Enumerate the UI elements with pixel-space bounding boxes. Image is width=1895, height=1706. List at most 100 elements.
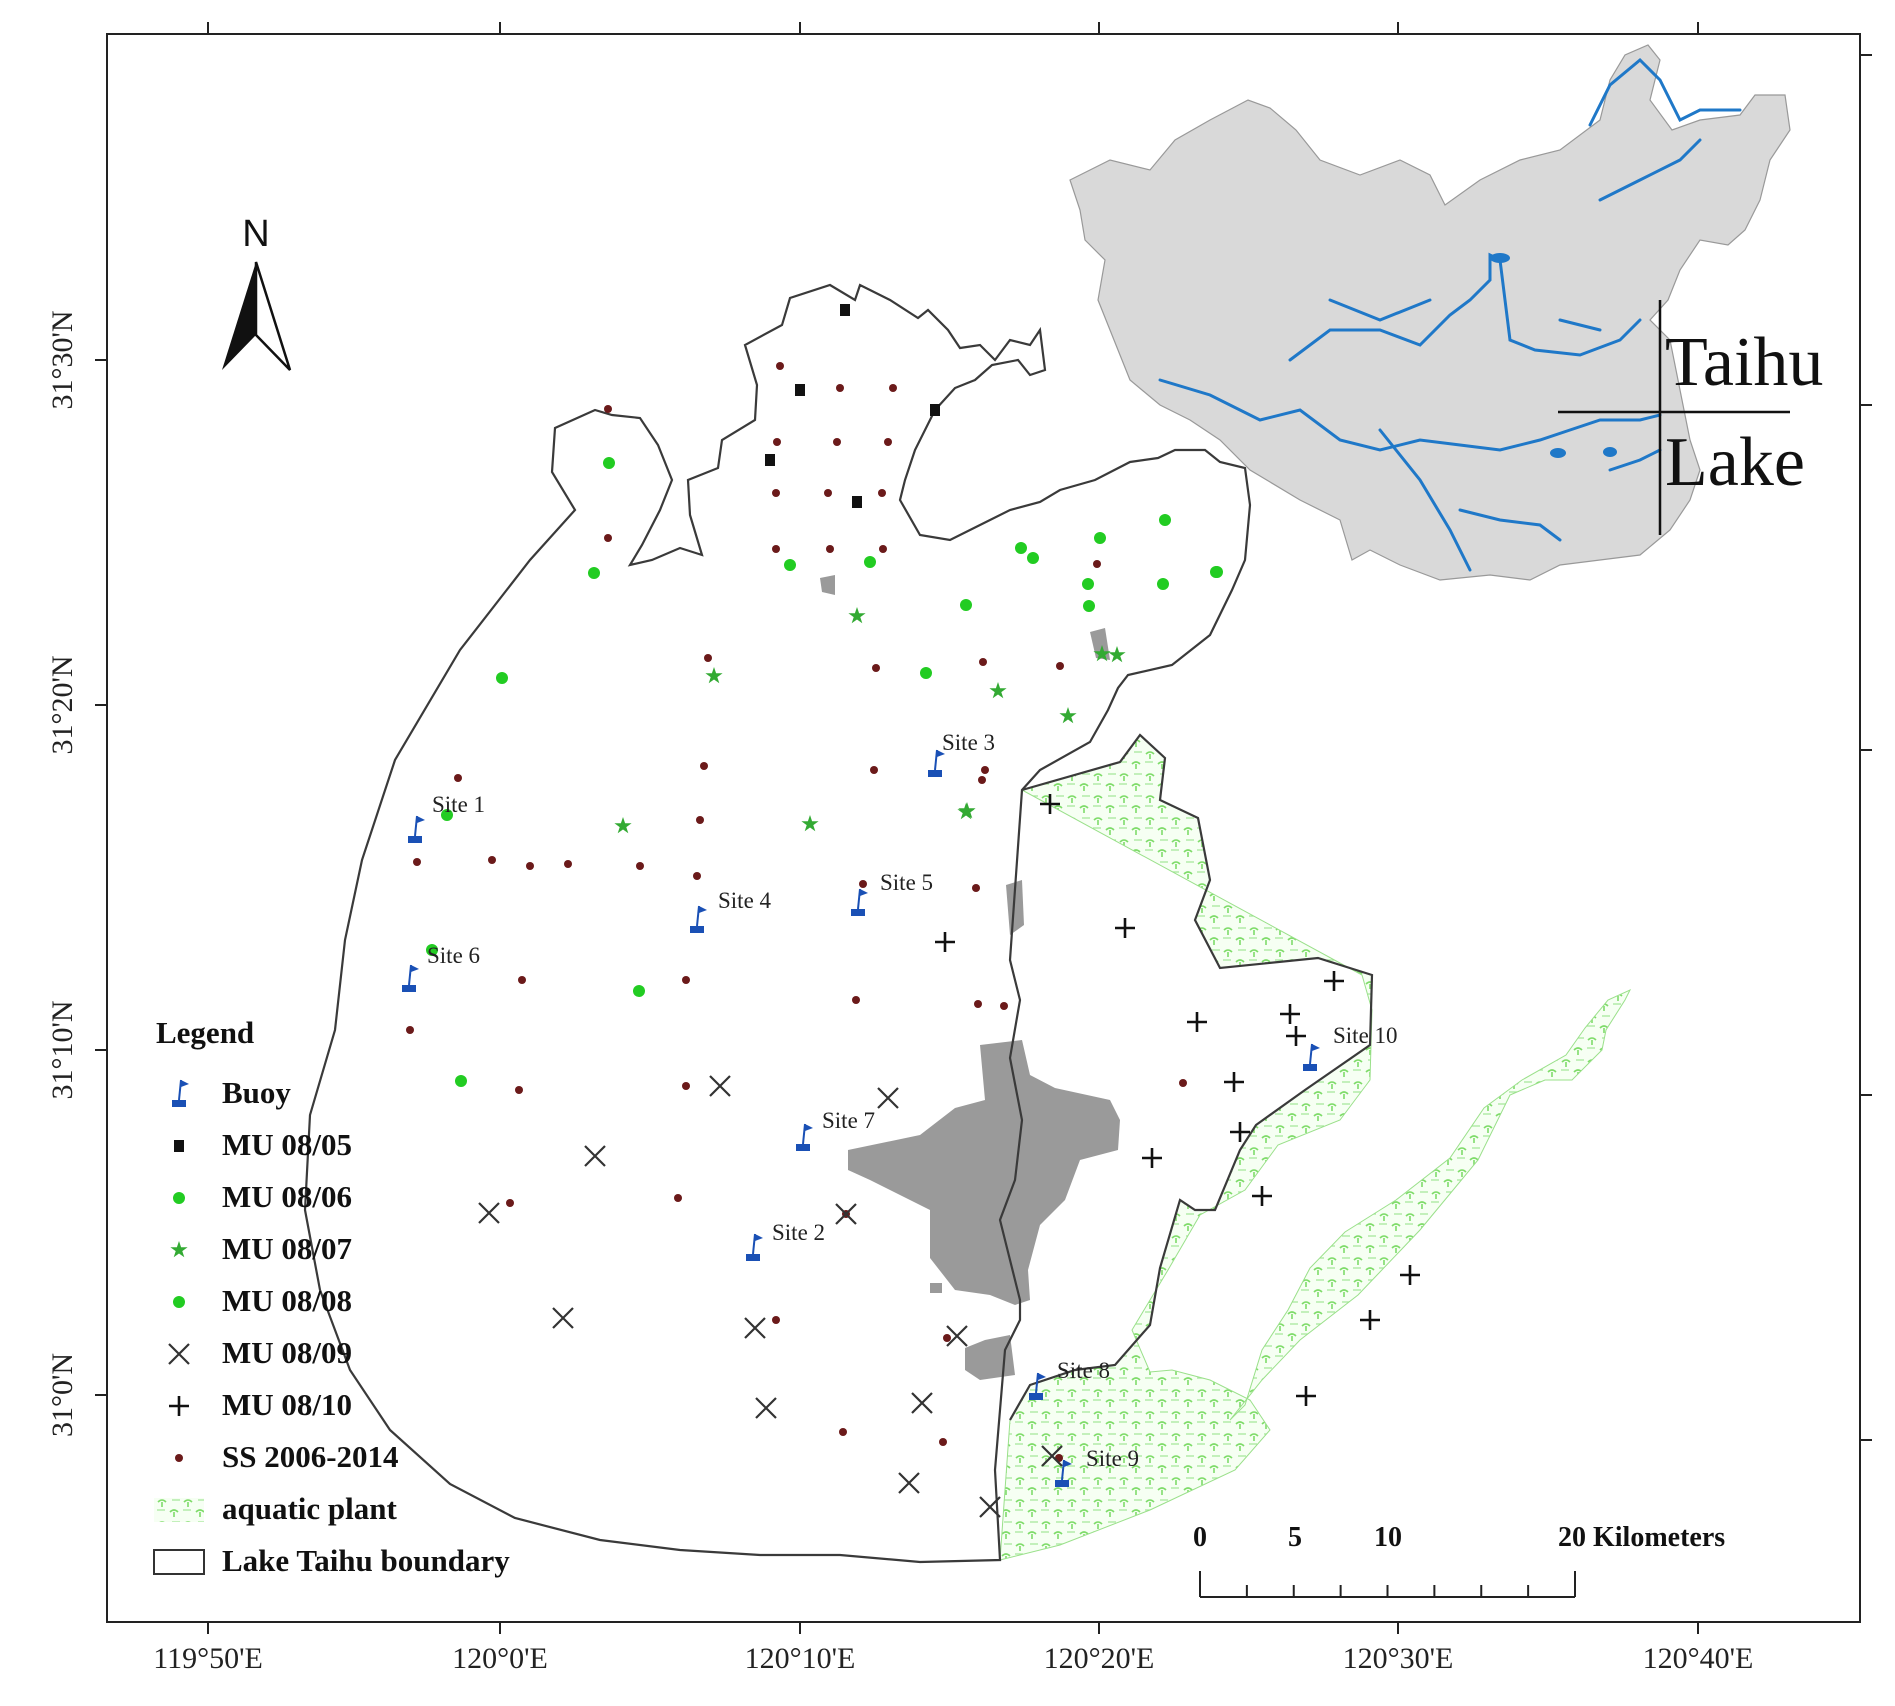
- mu-0806-marker: [864, 556, 876, 568]
- mu-0810-marker: [1115, 918, 1135, 938]
- ss-marker: [1179, 1079, 1187, 1087]
- site-label: Site 8: [1057, 1358, 1110, 1383]
- mu-0806-marker: [1094, 532, 1106, 544]
- mu-0806-marker: [173, 1192, 185, 1204]
- mu-0808-marker: [426, 944, 438, 956]
- ss-marker: [488, 856, 496, 864]
- mu-0807-marker: [170, 1241, 188, 1258]
- site-label: Site 2: [772, 1220, 825, 1245]
- buoy-pole: [1309, 1043, 1313, 1065]
- buoy-marker: [402, 985, 416, 992]
- ss-marker: [972, 884, 980, 892]
- mu-0809-marker: [709, 1075, 731, 1097]
- buoy-marker: [690, 926, 704, 933]
- ss-marker: [939, 1438, 947, 1446]
- site-label: Site 5: [880, 870, 933, 895]
- legend-label: MU 08/06: [222, 1179, 352, 1214]
- china-outline: [1069, 44, 1791, 581]
- ss-marker: [773, 438, 781, 446]
- ss-marker: [526, 862, 534, 870]
- legend-label: MU 08/08: [222, 1283, 352, 1318]
- ss-marker: [776, 362, 784, 370]
- buoy-marker: [746, 1254, 760, 1261]
- mu-0807-marker: [1108, 646, 1126, 663]
- legend-label: MU 08/07: [222, 1231, 352, 1266]
- buoy-flag: [1038, 1373, 1046, 1380]
- ss-marker: [981, 766, 989, 774]
- legend-boundary-swatch: [153, 1549, 205, 1575]
- mu-0810-marker: [1040, 794, 1060, 814]
- ss-marker: [518, 976, 526, 984]
- buoy-flag: [755, 1234, 763, 1241]
- site-label: Site 1: [432, 792, 485, 817]
- china-inset-map: Taihu Lake: [1069, 44, 1823, 581]
- buoy-flag: [937, 750, 945, 757]
- mu-0809-marker: [835, 1203, 857, 1225]
- mu-0806-marker: [1082, 578, 1094, 590]
- buoy-pole: [696, 905, 700, 927]
- mu-0810-marker: [1280, 1004, 1300, 1024]
- mu-0807-marker: [1093, 645, 1111, 662]
- ss-marker: [826, 545, 834, 553]
- mu-0807-marker: [801, 815, 819, 832]
- buoy-flag: [805, 1124, 813, 1131]
- site-label: Site 6: [427, 943, 480, 968]
- legend-label: MU 08/05: [222, 1127, 352, 1162]
- ss-marker: [454, 774, 462, 782]
- ss-marker: [604, 405, 612, 413]
- ss-marker: [889, 384, 897, 392]
- legend-plant-swatch: [154, 1498, 204, 1522]
- buoy-marker: [1055, 1480, 1069, 1487]
- ss-marker: [979, 658, 987, 666]
- mu-0809-marker: [744, 1317, 766, 1339]
- ss-marker: [604, 534, 612, 542]
- mu-0810-marker: [1286, 1026, 1306, 1046]
- lon-label: 120°10'E: [745, 1642, 856, 1675]
- ss-marker: [1093, 560, 1101, 568]
- site-label: Site 7: [822, 1108, 875, 1133]
- buoy-flag: [417, 816, 425, 823]
- urban-areas: [820, 575, 1120, 1380]
- legend-symbols: [153, 1079, 205, 1575]
- buoy-pole: [1061, 1459, 1065, 1481]
- mu-0808-marker: [441, 809, 453, 821]
- mu-0806-marker: [920, 667, 932, 679]
- lon-label: 120°40'E: [1643, 1642, 1754, 1675]
- north-arrow-left-half: [222, 262, 256, 370]
- buoy-pole: [752, 1233, 756, 1255]
- scale-bar: 0 5 10 20 Kilometers: [1193, 1522, 1725, 1598]
- mu-0809-marker: [552, 1307, 574, 1329]
- buoy-pole: [408, 964, 412, 986]
- ss-marker: [839, 1428, 847, 1436]
- buoy-flag: [181, 1080, 189, 1087]
- ss-marker: [879, 545, 887, 553]
- scale-label: 10: [1374, 1522, 1402, 1553]
- china-rivers: [1158, 57, 1742, 572]
- buoy-marker: [851, 909, 865, 916]
- mu-0810-marker: [1224, 1072, 1244, 1092]
- mu-0807-marker: [705, 667, 723, 684]
- mu-0808-marker: [633, 985, 645, 997]
- buoy-pole: [414, 815, 418, 837]
- mu-0805-marker: [174, 1140, 184, 1152]
- site-label: Site 3: [942, 730, 995, 755]
- lon-label: 120°30'E: [1343, 1642, 1454, 1675]
- mu-0806-marker: [1015, 542, 1027, 554]
- lon-label: 119°50'E: [153, 1642, 263, 1675]
- buoy-flag: [411, 965, 419, 972]
- mu-0805-marker: [930, 404, 940, 416]
- ss-marker: [693, 872, 701, 880]
- ss-marker: [870, 766, 878, 774]
- mu-0809-marker: [911, 1392, 933, 1414]
- ss-marker: [943, 1334, 951, 1342]
- legend-label: SS 2006-2014: [222, 1439, 399, 1474]
- lat-label: 31°20'N: [46, 655, 79, 754]
- site-label: Site 10: [1333, 1023, 1398, 1048]
- buoy-pole: [802, 1123, 806, 1145]
- mu-0810-marker: [1187, 1012, 1207, 1032]
- ss-marker: [974, 1000, 982, 1008]
- site-label: Site 9: [1086, 1446, 1139, 1471]
- scale-label: 20 Kilometers: [1558, 1522, 1725, 1553]
- inset-title-taihu: Taihu: [1665, 324, 1823, 401]
- mu-0805-marker: [852, 496, 862, 508]
